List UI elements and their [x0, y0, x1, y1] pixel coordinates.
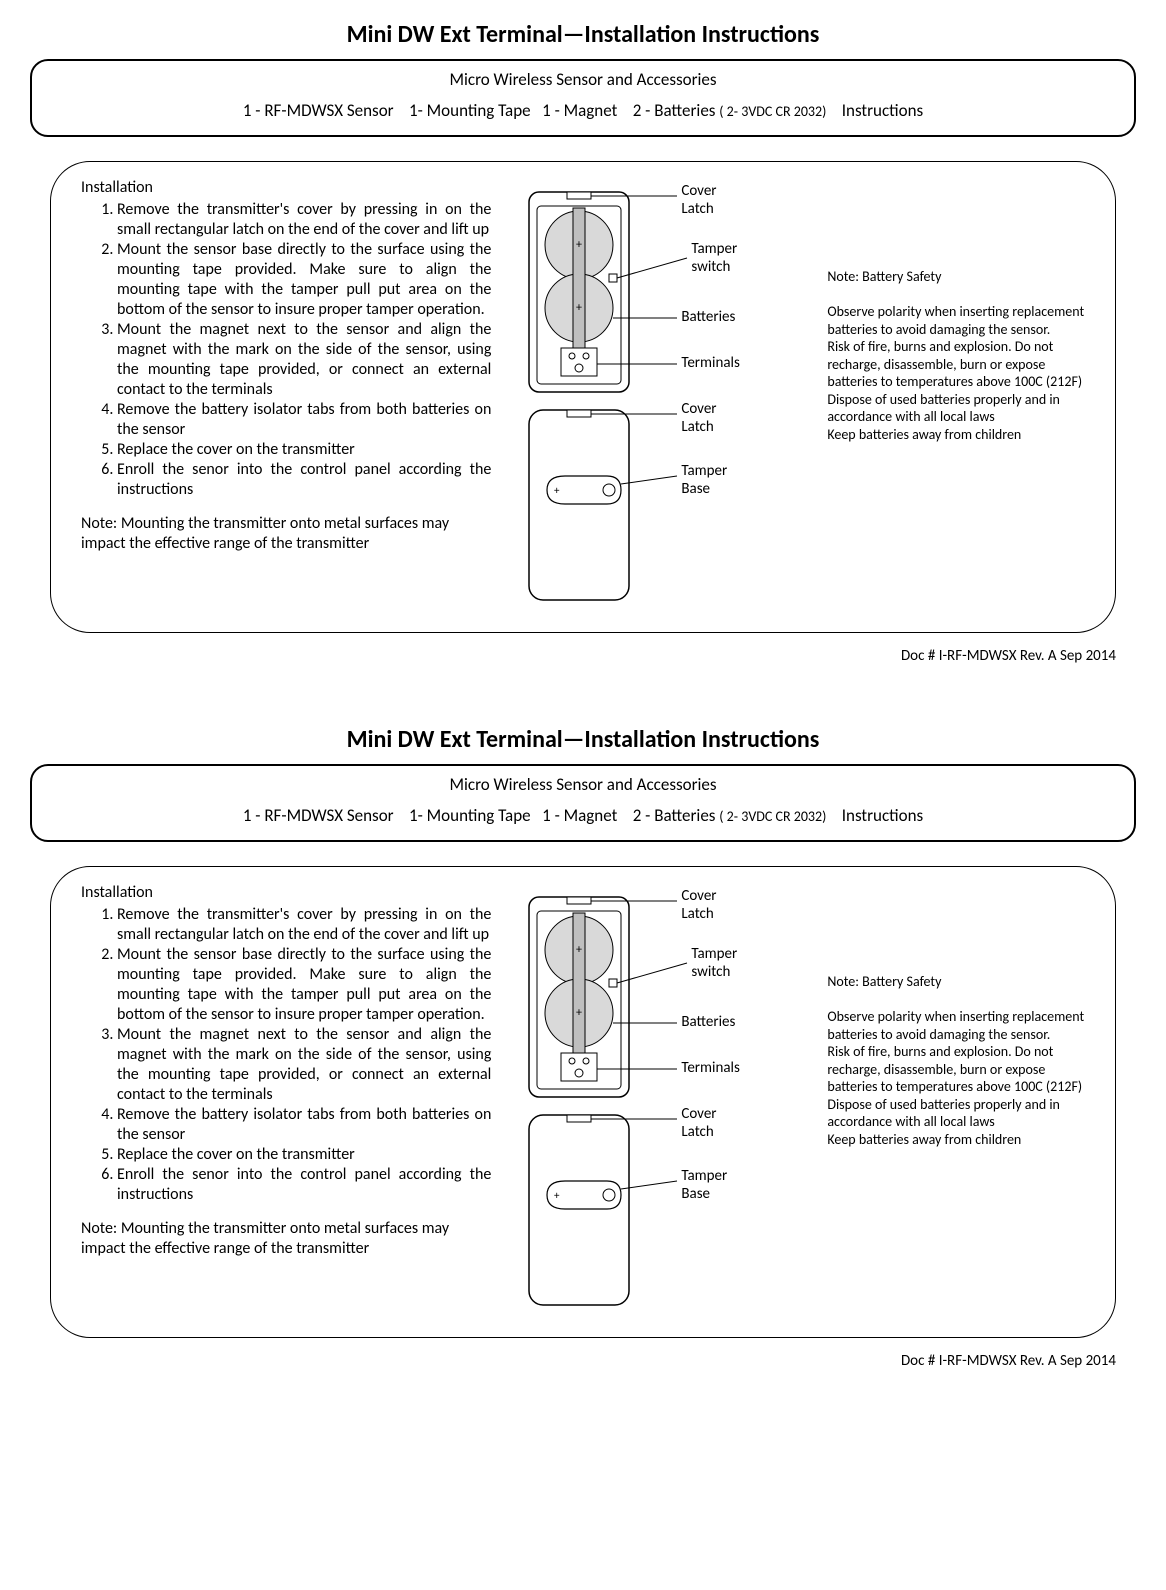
safety-p4: Keep batteries away from children: [827, 1131, 1085, 1149]
installation-steps: Remove the transmitter's cover by pressi…: [81, 200, 491, 500]
label-batteries: Batteries: [681, 1013, 735, 1031]
header-items: 1 - RF-MDWSX Sensor 1- Mounting Tape 1 -…: [52, 805, 1114, 826]
header-subtitle: Micro Wireless Sensor and Accessories: [52, 774, 1114, 795]
hdr-item: 1- Mounting Tape: [409, 805, 531, 826]
svg-text:+: +: [554, 1189, 560, 1202]
safety-p2: Risk of fire, burns and explosion. Do no…: [827, 338, 1085, 391]
step: Remove the transmitter's cover by pressi…: [117, 905, 491, 945]
label-cover-latch-2: CoverLatch: [681, 400, 716, 436]
svg-text:+: +: [576, 943, 582, 957]
svg-text:+: +: [554, 484, 560, 497]
hdr-item: 1 - Magnet: [542, 805, 617, 826]
step: Remove the battery isolator tabs from bo…: [117, 400, 491, 440]
mounting-note: Note: Mounting the transmitter onto meta…: [81, 1219, 491, 1259]
label-cover-latch: CoverLatch: [681, 887, 716, 923]
hdr-item: Instructions: [842, 100, 923, 121]
safety-p2: Risk of fire, burns and explosion. Do no…: [827, 1043, 1085, 1096]
page-title: Mini DW Ext Terminal—Installation Instru…: [20, 20, 1146, 49]
step: Mount the sensor base directly to the su…: [117, 240, 491, 320]
label-terminals: Terminals: [681, 1059, 739, 1077]
hdr-item: 1- Mounting Tape: [409, 100, 531, 121]
safety-column: Note: Battery Safety Observe polarity wh…: [827, 178, 1085, 608]
hdr-item: 1 - Magnet: [542, 100, 617, 121]
hdr-item: Instructions: [842, 805, 923, 826]
label-terminals: Terminals: [681, 354, 739, 372]
hdr-item-small: ( 2- 3VDC CR 2032): [719, 103, 826, 120]
installation-heading: Installation: [81, 178, 491, 198]
header-box: Micro Wireless Sensor and Accessories 1 …: [30, 59, 1136, 137]
instructions-column: Installation Remove the transmitter's co…: [81, 178, 491, 608]
label-tamper-base: TamperBase: [681, 462, 727, 498]
hdr-item: 1 - RF-MDWSX Sensor: [243, 100, 394, 121]
diagram-column: + + + CoverLatch Tamperswitch: [509, 883, 809, 1313]
step: Mount the magnet next to the sensor and …: [117, 320, 491, 400]
step: Remove the battery isolator tabs from bo…: [117, 1105, 491, 1145]
page-title: Mini DW Ext Terminal—Installation Instru…: [20, 725, 1146, 754]
label-cover-latch: CoverLatch: [681, 182, 716, 218]
safety-p3: Dispose of used batteries properly and i…: [827, 391, 1085, 426]
safety-column: Note: Battery Safety Observe polarity wh…: [827, 883, 1085, 1313]
label-cover-latch-2: CoverLatch: [681, 1105, 716, 1141]
label-tamper-switch: Tamperswitch: [691, 945, 737, 981]
label-tamper-switch: Tamperswitch: [691, 240, 737, 276]
svg-text:+: +: [576, 1006, 582, 1020]
safety-heading: Note: Battery Safety: [827, 268, 1085, 286]
doc-number: Doc # I-RF-MDWSX Rev. A Sep 2014: [20, 647, 1116, 665]
doc-number: Doc # I-RF-MDWSX Rev. A Sep 2014: [20, 1352, 1116, 1370]
sensor-diagram-icon: + + +: [509, 178, 809, 608]
installation-steps: Remove the transmitter's cover by pressi…: [81, 905, 491, 1205]
safety-heading: Note: Battery Safety: [827, 973, 1085, 991]
safety-p1: Observe polarity when inserting replacem…: [827, 303, 1085, 338]
step: Remove the transmitter's cover by pressi…: [117, 200, 491, 240]
header-items: 1 - RF-MDWSX Sensor 1- Mounting Tape 1 -…: [52, 100, 1114, 121]
mounting-note: Note: Mounting the transmitter onto meta…: [81, 514, 491, 554]
step: Replace the cover on the transmitter: [117, 1145, 491, 1165]
diagram-column: + + +: [509, 178, 809, 608]
installation-heading: Installation: [81, 883, 491, 903]
safety-p1: Observe polarity when inserting replacem…: [827, 1008, 1085, 1043]
step: Replace the cover on the transmitter: [117, 440, 491, 460]
instructions-column: Installation Remove the transmitter's co…: [81, 883, 491, 1313]
label-batteries: Batteries: [681, 308, 735, 326]
instruction-sheet: Mini DW Ext Terminal—Installation Instru…: [20, 20, 1146, 665]
step: Enroll the senor into the control panel …: [117, 460, 491, 500]
step: Mount the magnet next to the sensor and …: [117, 1025, 491, 1105]
hdr-item-small: ( 2- 3VDC CR 2032): [719, 808, 826, 825]
svg-text:+: +: [576, 238, 582, 252]
hdr-item: 2 - Batteries: [633, 100, 716, 121]
instruction-sheet: Mini DW Ext Terminal—Installation Instru…: [20, 725, 1146, 1370]
svg-text:+: +: [576, 301, 582, 315]
safety-p3: Dispose of used batteries properly and i…: [827, 1096, 1085, 1131]
step: Mount the sensor base directly to the su…: [117, 945, 491, 1025]
hdr-item: 2 - Batteries: [633, 805, 716, 826]
label-tamper-base: TamperBase: [681, 1167, 727, 1203]
main-box: Installation Remove the transmitter's co…: [50, 161, 1116, 633]
sensor-diagram-icon: + + +: [509, 883, 809, 1313]
main-box: Installation Remove the transmitter's co…: [50, 866, 1116, 1338]
hdr-item: 1 - RF-MDWSX Sensor: [243, 805, 394, 826]
safety-p4: Keep batteries away from children: [827, 426, 1085, 444]
header-subtitle: Micro Wireless Sensor and Accessories: [52, 69, 1114, 90]
header-box: Micro Wireless Sensor and Accessories 1 …: [30, 764, 1136, 842]
step: Enroll the senor into the control panel …: [117, 1165, 491, 1205]
